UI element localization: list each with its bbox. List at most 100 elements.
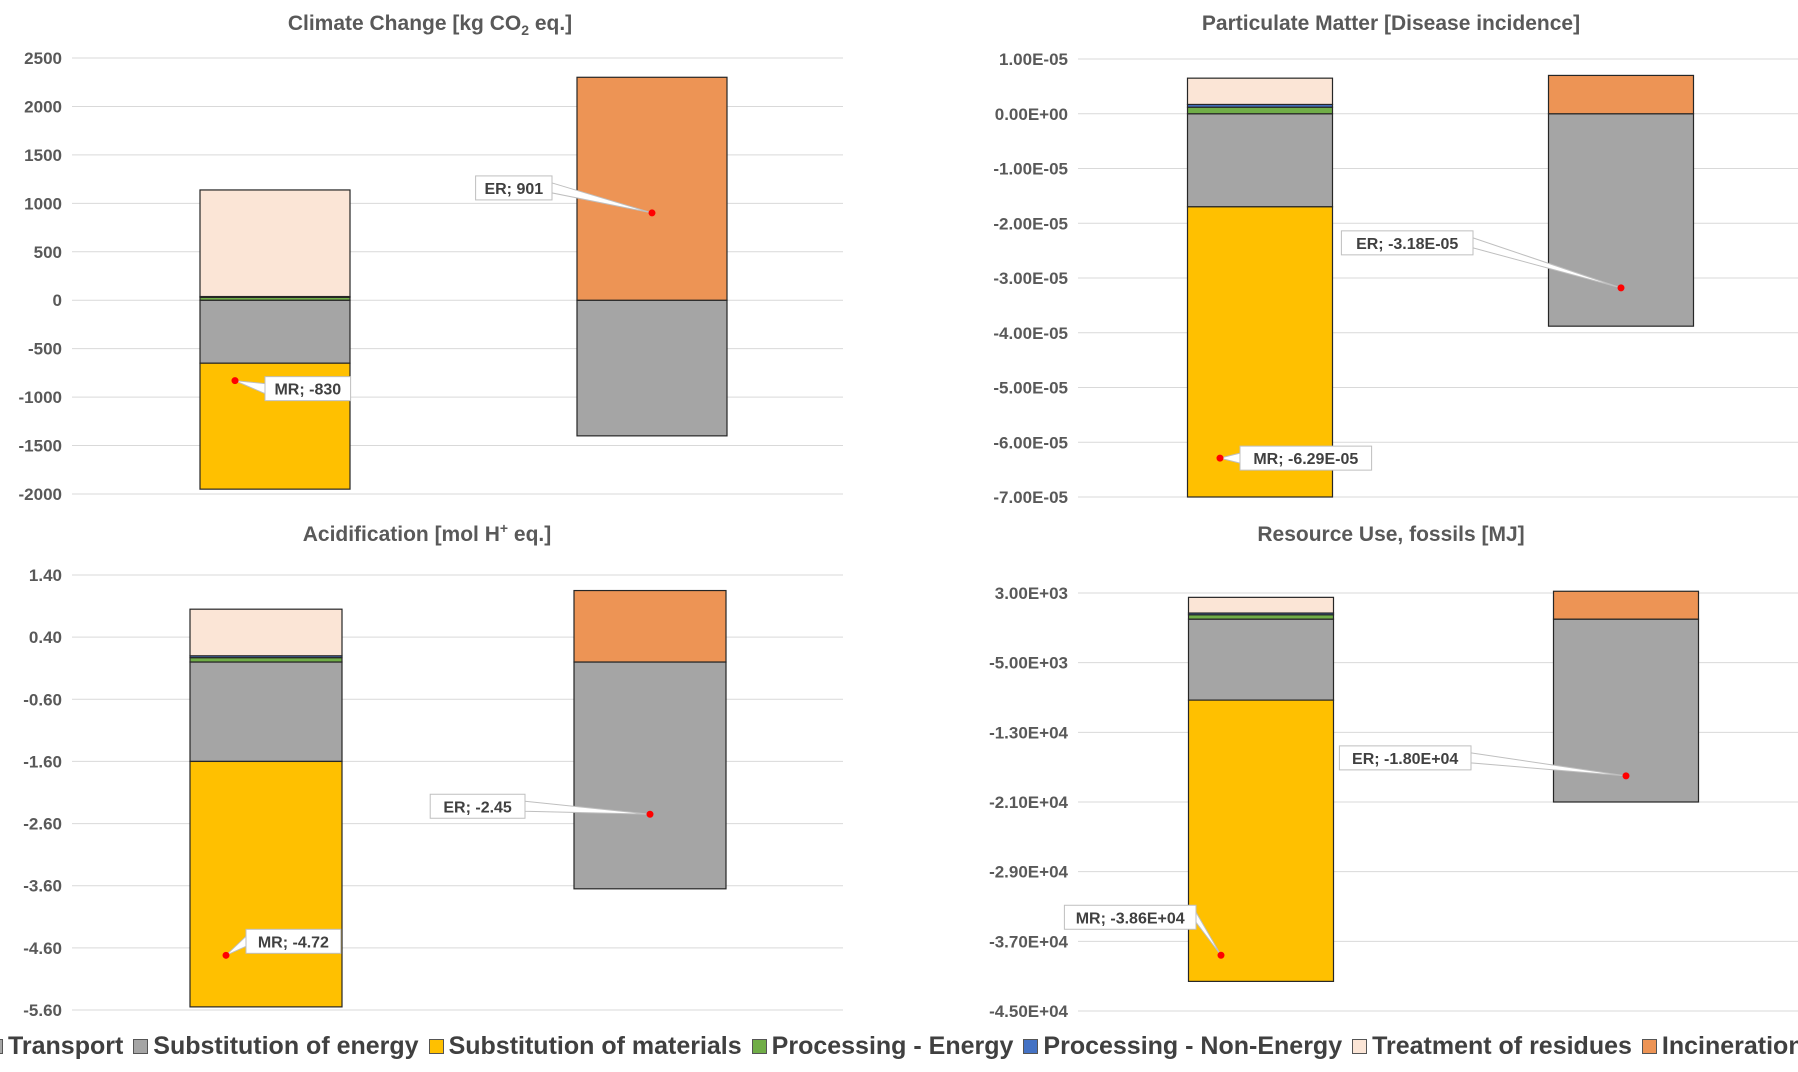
total-marker (1617, 284, 1625, 292)
y-tick-label: -2.90E+04 (989, 863, 1068, 882)
y-tick-label: 1.00E-05 (999, 50, 1068, 69)
chart-acidification: Acidification [mol H+ eq.] 1.40 0.40 -0.60 -… (0, 515, 845, 1025)
chart-legend: Transport Substitution of energy Substitut… (0, 1026, 1798, 1066)
bar-segment (1187, 596, 1335, 614)
legend-item: Incineration (1641, 1032, 1798, 1061)
bar-segment (1187, 614, 1335, 620)
data-label-box (429, 793, 526, 819)
y-tick-label: 1500 (24, 146, 62, 165)
bar-segment (576, 299, 728, 437)
total-marker (646, 810, 654, 818)
data-label-box (475, 175, 553, 201)
chart-title: Particulate Matter [Disease incidence] (1202, 12, 1580, 35)
y-tick-label: -5.60 (23, 1001, 62, 1020)
legend-swatch (1023, 1039, 1039, 1054)
legend-item: Processing - Energy (751, 1032, 1014, 1061)
y-tick-label: -6.00E-05 (993, 433, 1068, 452)
legend-items: Transport Substitution of energy Substitut… (0, 1032, 1798, 1061)
data-label: MR; -830 (274, 382, 341, 399)
data-label-box (245, 928, 342, 954)
bar-segment (189, 760, 343, 1008)
bar-segment (1547, 113, 1695, 327)
bar-segment (1552, 590, 1700, 620)
legend-label: Treatment of residues (1372, 1032, 1632, 1060)
bar-segment (199, 189, 351, 298)
chart-title: Resource Use, fossils [MJ] (1257, 523, 1524, 546)
data-label: ER; -1.80E+04 (1352, 751, 1458, 768)
chart-acidification-svg: Acidification [mol H+ eq.] 1.40 0.40 -0.60 -… (23, 520, 843, 1020)
data-label-box (1239, 445, 1373, 471)
legend-item: Transport (0, 1032, 123, 1061)
total-marker (222, 951, 230, 959)
y-tick-label: 500 (34, 243, 62, 262)
data-label: ER; -2.45 (443, 799, 512, 816)
chart-title: Acidification [mol H+ eq.] (303, 520, 552, 546)
total-marker (648, 209, 656, 217)
y-tick-label: -3.60 (23, 877, 62, 896)
y-tick-label: -4.50E+04 (989, 1002, 1068, 1021)
data-label: ER; 901 (484, 181, 543, 198)
legend-item: Processing - Non-Energy (1023, 1032, 1342, 1061)
legend-item: Substitution of materials (428, 1032, 742, 1061)
y-tick-label: -2.60 (23, 815, 62, 834)
y-tick-label: 1.40 (29, 566, 62, 585)
y-tick-label: -3.00E-05 (993, 269, 1068, 288)
y-tick-label: -1500 (19, 437, 62, 456)
chart-resource-use-fossils-svg: Resource Use, fossils [MJ] 3.00E+03 -5.00E… (989, 523, 1798, 1021)
data-label: MR; -6.29E-05 (1253, 451, 1358, 468)
legend-label: Incineration (1661, 1032, 1798, 1060)
y-tick-label: 0.40 (29, 628, 62, 647)
legend-label: Processing - Energy (771, 1032, 1014, 1060)
y-tick-label: -4.00E-05 (993, 324, 1068, 343)
y-tick-label: -1.60 (23, 752, 62, 771)
y-tick-label: -500 (28, 340, 62, 359)
y-tick-label: -1000 (19, 388, 62, 407)
legend-swatch (751, 1039, 767, 1054)
y-tick-label: 0.00E+00 (995, 105, 1068, 124)
y-tick-label: -2.10E+04 (989, 793, 1068, 812)
legend-label: Substitution of materials (448, 1032, 742, 1060)
bar-segment (1187, 618, 1335, 701)
legend-label: Processing - Non-Energy (1043, 1032, 1343, 1060)
y-tick-label: -1.30E+04 (989, 723, 1068, 742)
bar-segment (573, 589, 727, 663)
bar-segment (189, 608, 343, 657)
y-tick-label: -0.60 (23, 690, 62, 709)
bar-segment (1186, 113, 1334, 208)
y-tick-label: -2000 (19, 485, 62, 504)
data-label-box (1340, 230, 1474, 256)
data-label: MR; -4.72 (258, 934, 329, 951)
y-tick-label: -4.60 (23, 939, 62, 958)
data-label: ER; -3.18E-05 (1356, 236, 1458, 253)
legend-swatch (133, 1039, 149, 1054)
legend-item: Treatment of residues (1352, 1032, 1632, 1061)
legend-swatch (1641, 1039, 1657, 1054)
bar-segment (573, 661, 727, 890)
data-label-box (264, 376, 352, 402)
y-tick-label: -3.70E+04 (989, 932, 1068, 951)
legend-item: Substitution of energy (133, 1032, 419, 1061)
legend-label: Transport (8, 1032, 124, 1060)
chart-climate-change: Climate Change [kg CO2 eq.] 2500 2000 1500 1… (0, 0, 845, 515)
chart-climate-change-svg: Climate Change [kg CO2 eq.] 2500 2000 1500 1… (19, 12, 843, 504)
legend-swatch (0, 1039, 3, 1054)
legend-swatch (428, 1039, 444, 1054)
y-tick-label: -2.00E-05 (993, 214, 1068, 233)
total-marker (231, 377, 239, 385)
y-tick-label: -1.00E-05 (993, 160, 1068, 179)
bar-segment (576, 76, 728, 301)
total-marker (1216, 454, 1224, 462)
data-label-box (1338, 745, 1472, 771)
y-tick-label: -7.00E-05 (993, 488, 1068, 507)
bar-segment (1186, 77, 1334, 106)
y-tick-label: 3.00E+03 (995, 584, 1068, 603)
chart-particulate-matter-svg: Particulate Matter [Disease incidence] 1.… (993, 12, 1798, 507)
chart-resource-use-fossils: Resource Use, fossils [MJ] 3.00E+03 -5.00E… (963, 515, 1798, 1025)
bar-segment (1187, 699, 1335, 982)
legend-label: Substitution of energy (153, 1032, 419, 1060)
bar-segment (189, 661, 343, 763)
y-tick-label: 2000 (24, 97, 62, 116)
y-tick-label: 0 (53, 291, 62, 310)
data-label: MR; -3.86E+04 (1076, 910, 1185, 927)
total-marker (1622, 772, 1630, 780)
